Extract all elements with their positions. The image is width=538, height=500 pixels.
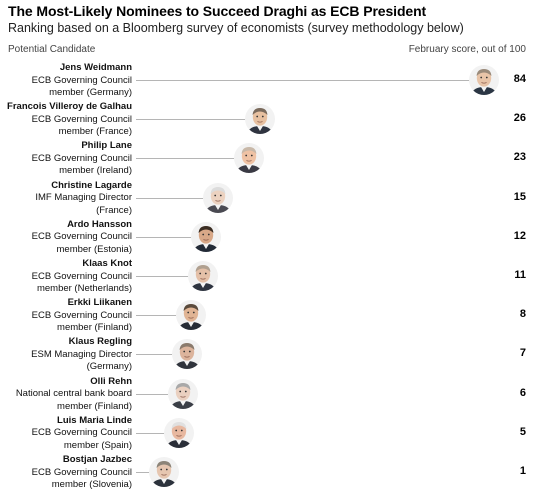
candidate-name: Jens Weidmann xyxy=(59,62,132,73)
score-value: 26 xyxy=(513,112,526,125)
candidate-role: ECB Governing Council xyxy=(31,231,132,243)
score-column-header: February score, out of 100 xyxy=(408,44,526,55)
candidate-role: (Germany) xyxy=(86,361,132,373)
leader-line xyxy=(136,119,246,121)
leader-line xyxy=(136,197,203,199)
candidate-role: ECB Governing Council xyxy=(31,152,132,164)
score-value: 7 xyxy=(519,347,526,360)
candidate-label: Jens Weidmann ECB Governing Council member… xyxy=(0,62,132,100)
candidate-role: National central bank board xyxy=(15,388,132,400)
candidate-column-header: Potential Candidate xyxy=(8,44,96,55)
leader-line xyxy=(136,393,169,395)
candidate-portrait-icon xyxy=(469,65,499,95)
candidate-role: (France) xyxy=(96,204,132,216)
candidate-label: Olli Rehn National central bank board memb… xyxy=(0,376,132,414)
candidate-portrait-icon xyxy=(245,104,276,135)
candidate-portrait-icon xyxy=(149,457,179,487)
candidate-role: ECB Governing Council xyxy=(31,74,132,86)
candidate-label: Klaas Knot ECB Governing Council member (N… xyxy=(0,258,132,296)
candidate-label: Bostjan Jazbec ECB Governing Council membe… xyxy=(0,454,132,492)
leader-line xyxy=(136,472,149,473)
candidate-role: ECB Governing Council xyxy=(31,466,132,478)
candidate-role: ECB Governing Council xyxy=(31,270,132,282)
candidate-label: Erkki Liikanen ECB Governing Council membe… xyxy=(0,297,132,335)
leader-line xyxy=(136,315,176,317)
leader-line xyxy=(136,158,234,160)
candidate-label: Klaus Regling ESM Managing Director (Germa… xyxy=(0,336,132,374)
candidate-role: member (Ireland) xyxy=(59,165,132,177)
candidate-label: Ardo Hansson ECB Governing Council member … xyxy=(0,219,132,257)
candidate-portrait-icon xyxy=(187,261,218,291)
leader-line xyxy=(136,236,192,238)
candidate-name: Luis Maria Linde xyxy=(57,414,132,426)
candidate-name: Klaas Knot xyxy=(82,258,132,269)
candidate-label: Christine Lagarde IMF Managing Director (F… xyxy=(0,180,132,218)
candidate-role: ESM Managing Director xyxy=(31,348,132,360)
candidate-name: Klaus Regling xyxy=(68,336,132,348)
leader-line xyxy=(136,80,469,81)
candidate-role: member (France) xyxy=(58,126,132,138)
score-value: 8 xyxy=(519,308,526,321)
candidate-portrait-icon xyxy=(168,378,199,409)
candidate-role: IMF Managing Director xyxy=(35,192,132,204)
candidate-portrait-icon xyxy=(202,182,233,213)
chart-subtitle: Ranking based on a Bloomberg survey of e… xyxy=(8,21,464,35)
candidate-role: ECB Governing Council xyxy=(31,113,132,125)
candidate-role: member (Finland) xyxy=(57,322,132,334)
score-value: 23 xyxy=(513,151,526,164)
score-value: 1 xyxy=(519,465,526,477)
chart-title: The Most-Likely Nominees to Succeed Drag… xyxy=(8,3,427,19)
score-value: 5 xyxy=(519,425,526,438)
candidate-portrait-icon xyxy=(191,221,222,252)
candidate-portrait-icon xyxy=(172,339,203,370)
candidate-name: Ardo Hansson xyxy=(67,218,132,230)
candidate-name: Christine Lagarde xyxy=(51,179,132,191)
candidate-role: member (Finland) xyxy=(57,400,132,412)
candidate-role: member (Netherlands) xyxy=(36,283,132,294)
candidate-role: member (Slovenia) xyxy=(51,479,132,490)
candidate-role: member (Estonia) xyxy=(56,243,133,255)
score-value: 84 xyxy=(513,73,526,85)
candidate-label: Francois Villeroy de Galhau ECB Governing… xyxy=(0,101,132,139)
candidate-label: Philip Lane ECB Governing Council member (… xyxy=(0,140,132,178)
candidate-role: ECB Governing Council xyxy=(31,427,132,439)
candidate-role: member (Germany) xyxy=(49,87,132,98)
leader-line xyxy=(136,354,173,356)
score-value: 15 xyxy=(513,190,526,203)
candidate-name: Olli Rehn xyxy=(90,375,132,387)
candidate-name: Francois Villeroy de Galhau xyxy=(7,101,132,113)
candidate-name: Philip Lane xyxy=(81,140,132,152)
candidate-role: member (Spain) xyxy=(63,439,132,451)
leader-line xyxy=(136,432,165,434)
leader-line xyxy=(136,276,188,277)
candidate-portrait-icon xyxy=(233,143,264,174)
candidate-label: Luis Maria Linde ECB Governing Council mem… xyxy=(0,415,132,453)
candidate-name: Bostjan Jazbec xyxy=(62,454,132,465)
candidate-portrait-icon xyxy=(175,300,206,331)
candidate-role: ECB Governing Council xyxy=(31,309,132,321)
score-value: 6 xyxy=(519,386,526,399)
score-value: 11 xyxy=(514,269,526,281)
candidate-name: Erkki Liikanen xyxy=(67,297,132,309)
candidate-portrait-icon xyxy=(164,417,195,448)
score-value: 12 xyxy=(513,229,526,242)
